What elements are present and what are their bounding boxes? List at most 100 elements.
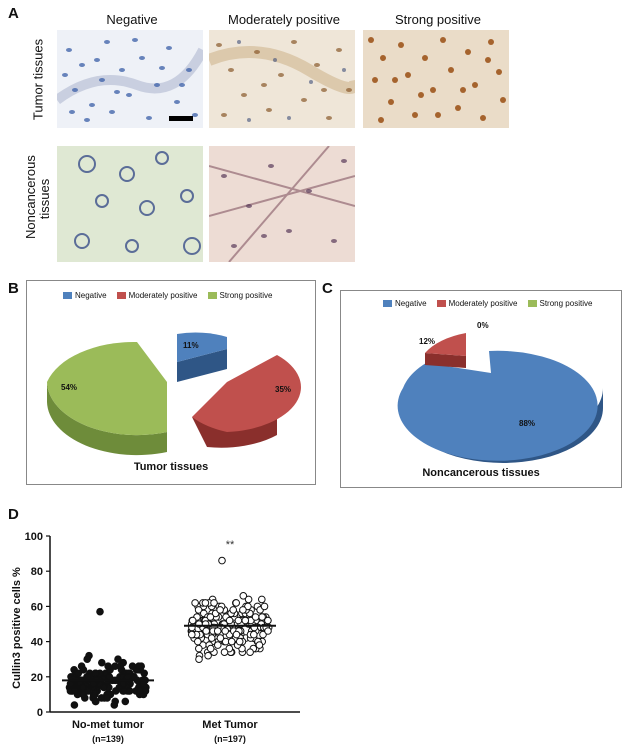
data-point bbox=[250, 630, 258, 639]
data-point bbox=[207, 634, 216, 642]
data-point bbox=[70, 701, 79, 709]
y-tick-label-100: 100 bbox=[25, 531, 43, 543]
data-point bbox=[264, 616, 272, 625]
data-point bbox=[104, 662, 112, 670]
group-label-nomet: No-met tumor bbox=[72, 719, 145, 731]
column-header-strong-positive: Strong positive bbox=[395, 12, 481, 27]
data-point bbox=[119, 680, 127, 688]
data-point bbox=[221, 627, 229, 635]
data-point bbox=[84, 687, 92, 695]
data-point bbox=[251, 613, 260, 621]
data-point bbox=[202, 627, 210, 635]
row-header-noncancerous-text: Noncancerous tissues bbox=[23, 155, 52, 239]
data-point bbox=[139, 680, 148, 688]
legend-negative-label: Negative bbox=[395, 299, 427, 308]
data-point bbox=[188, 630, 196, 639]
legend-strong-label: Strong positive bbox=[539, 299, 593, 308]
pie-b-slice-moderate bbox=[192, 355, 301, 432]
legend-moderate-label: Moderately positive bbox=[448, 299, 518, 308]
y-tick-label-40: 40 bbox=[31, 637, 43, 649]
pie-c-caption: Noncancerous tissues bbox=[422, 467, 540, 479]
scatter-ylabel: Cullin3 positive cells % bbox=[11, 567, 23, 689]
panel-b-letter: B bbox=[8, 280, 19, 297]
data-point bbox=[206, 613, 215, 621]
micrograph-tumor-strong bbox=[363, 30, 509, 128]
data-point bbox=[110, 701, 119, 709]
pie-c-label-negative: 88% bbox=[519, 419, 536, 428]
legend-negative: Negative bbox=[63, 291, 107, 300]
data-point bbox=[114, 655, 122, 663]
pie-chart-noncancerous-box: Negative Moderately positive Strong posi… bbox=[340, 290, 622, 488]
pie-b-slice-negative-side bbox=[177, 349, 227, 382]
legend-swatch-negative bbox=[63, 292, 72, 300]
data-point bbox=[121, 697, 130, 706]
pie-c-legend: Negative Moderately positive Strong posi… bbox=[383, 299, 592, 308]
scatter-plot: Cullin3 positive cells % 0 20 40 60 80 100 **… bbox=[11, 531, 300, 744]
data-point bbox=[260, 602, 269, 611]
legend-negative: Negative bbox=[383, 299, 427, 308]
legend-moderate: Moderately positive bbox=[116, 291, 198, 300]
data-point bbox=[100, 683, 108, 692]
panel-a-letter: A bbox=[8, 5, 19, 22]
data-point bbox=[136, 687, 144, 695]
pie-c-svg bbox=[397, 333, 603, 463]
data-point bbox=[225, 616, 234, 625]
y-tick-label-20: 20 bbox=[31, 672, 43, 684]
row-header-noncancerous: Noncancerous tissues bbox=[23, 149, 52, 249]
group-n-met: (n=197) bbox=[214, 734, 246, 744]
panel-c-letter: C bbox=[322, 280, 333, 297]
pie-b-legend: Negative Moderately positive Strong posi… bbox=[63, 291, 272, 300]
pie-b-caption: Tumor tissues bbox=[133, 461, 209, 473]
data-point bbox=[239, 606, 247, 614]
legend-swatch-strong bbox=[207, 292, 217, 300]
data-point bbox=[216, 634, 225, 642]
data-point bbox=[204, 651, 212, 660]
legend-moderate-label: Moderately positive bbox=[128, 291, 198, 300]
pie-c-slice-moderate-side bbox=[425, 353, 466, 368]
data-point bbox=[91, 669, 100, 678]
data-point bbox=[210, 599, 218, 607]
data-point bbox=[246, 648, 254, 656]
group-n-nomet: (n=139) bbox=[92, 734, 124, 744]
data-point bbox=[112, 687, 120, 695]
data-point bbox=[244, 602, 252, 611]
data-point bbox=[195, 655, 203, 663]
micrograph-noncancerous-moderate bbox=[209, 146, 355, 262]
data-point bbox=[125, 687, 134, 695]
pie-b-label-negative: 11% bbox=[183, 341, 199, 350]
pie-b-label-moderate: 35% bbox=[275, 385, 292, 394]
data-point bbox=[232, 630, 241, 639]
data-point bbox=[66, 680, 75, 688]
data-point bbox=[135, 662, 143, 670]
legend-swatch-moderate bbox=[116, 292, 126, 300]
data-point bbox=[227, 637, 236, 646]
data-point bbox=[258, 595, 266, 604]
data-point bbox=[103, 694, 111, 702]
panel-d-letter: D bbox=[8, 506, 19, 523]
legend-swatch-negative bbox=[383, 300, 392, 308]
pie-c-label-moderate: 12% bbox=[419, 337, 436, 346]
data-point bbox=[213, 627, 222, 635]
data-point bbox=[229, 606, 237, 614]
data-point bbox=[188, 616, 197, 625]
data-point bbox=[259, 630, 267, 639]
data-point bbox=[71, 687, 79, 695]
scatter-means bbox=[62, 624, 276, 682]
data-point bbox=[89, 680, 98, 688]
pie-c-label-strong: 0% bbox=[477, 321, 489, 330]
column-header-negative: Negative bbox=[106, 12, 158, 27]
scatter-points bbox=[65, 556, 273, 709]
legend-strong: Strong positive bbox=[527, 299, 593, 308]
data-point bbox=[79, 683, 87, 692]
pie-chart-tumor-box: Negative Moderately positive Strong posi… bbox=[26, 280, 316, 485]
pie-b-slice-negative bbox=[177, 332, 227, 362]
data-point bbox=[216, 606, 224, 614]
column-header-moderately-positive: Moderately positive bbox=[228, 12, 340, 27]
data-point bbox=[218, 556, 226, 565]
micrograph-tumor-negative bbox=[57, 30, 203, 128]
group-label-met: Met Tumor bbox=[202, 719, 258, 731]
data-point bbox=[264, 627, 272, 635]
row-header-tumor: Tumor tissues bbox=[30, 38, 46, 121]
pie-b-label-strong: 54% bbox=[61, 383, 78, 392]
y-tick-label-60: 60 bbox=[31, 601, 43, 613]
